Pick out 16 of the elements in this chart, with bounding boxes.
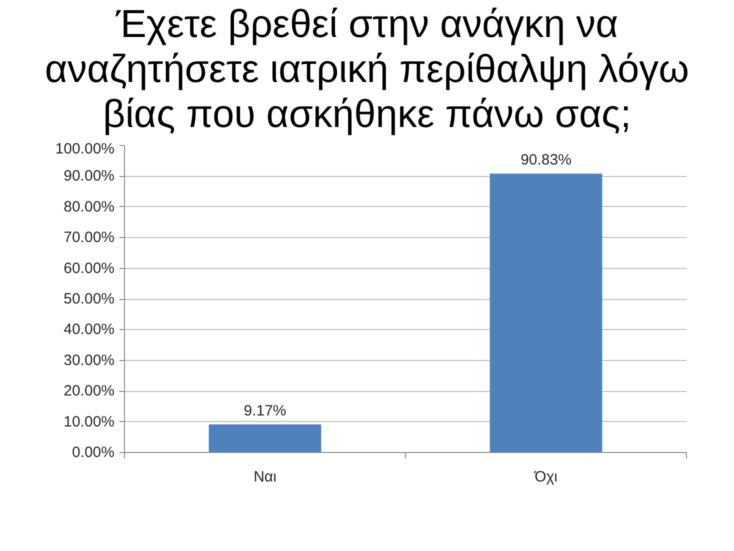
y-tick-label: 40.00% [64, 321, 114, 338]
chart-title: Έχετε βρεθεί στην ανάγκη να αναζητήσετε ιατρική περίθαλψη λόγω βίας που ασκήθηκε πάνω σας; [44, 2, 690, 137]
y-tick-label: 60.00% [64, 260, 114, 277]
y-tick-label: 80.00% [64, 198, 114, 216]
y-tick-label: 50.00% [64, 290, 114, 308]
y-tick-label: 0.00% [72, 444, 115, 461]
x-tick-label: Ναι [254, 468, 276, 486]
y-tick-label: 70.00% [64, 229, 114, 246]
y-tick-label: 30.00% [64, 352, 114, 369]
x-tick-label: Όχι [534, 468, 558, 486]
y-tick-label: 10.00% [64, 413, 114, 430]
data-label: 9.17% [244, 402, 286, 420]
y-tick-label: 20.00% [64, 382, 114, 400]
y-tick-label: 100.00% [55, 140, 114, 158]
data-label: 90.83% [520, 152, 572, 169]
y-tick-label: 90.00% [64, 168, 114, 185]
